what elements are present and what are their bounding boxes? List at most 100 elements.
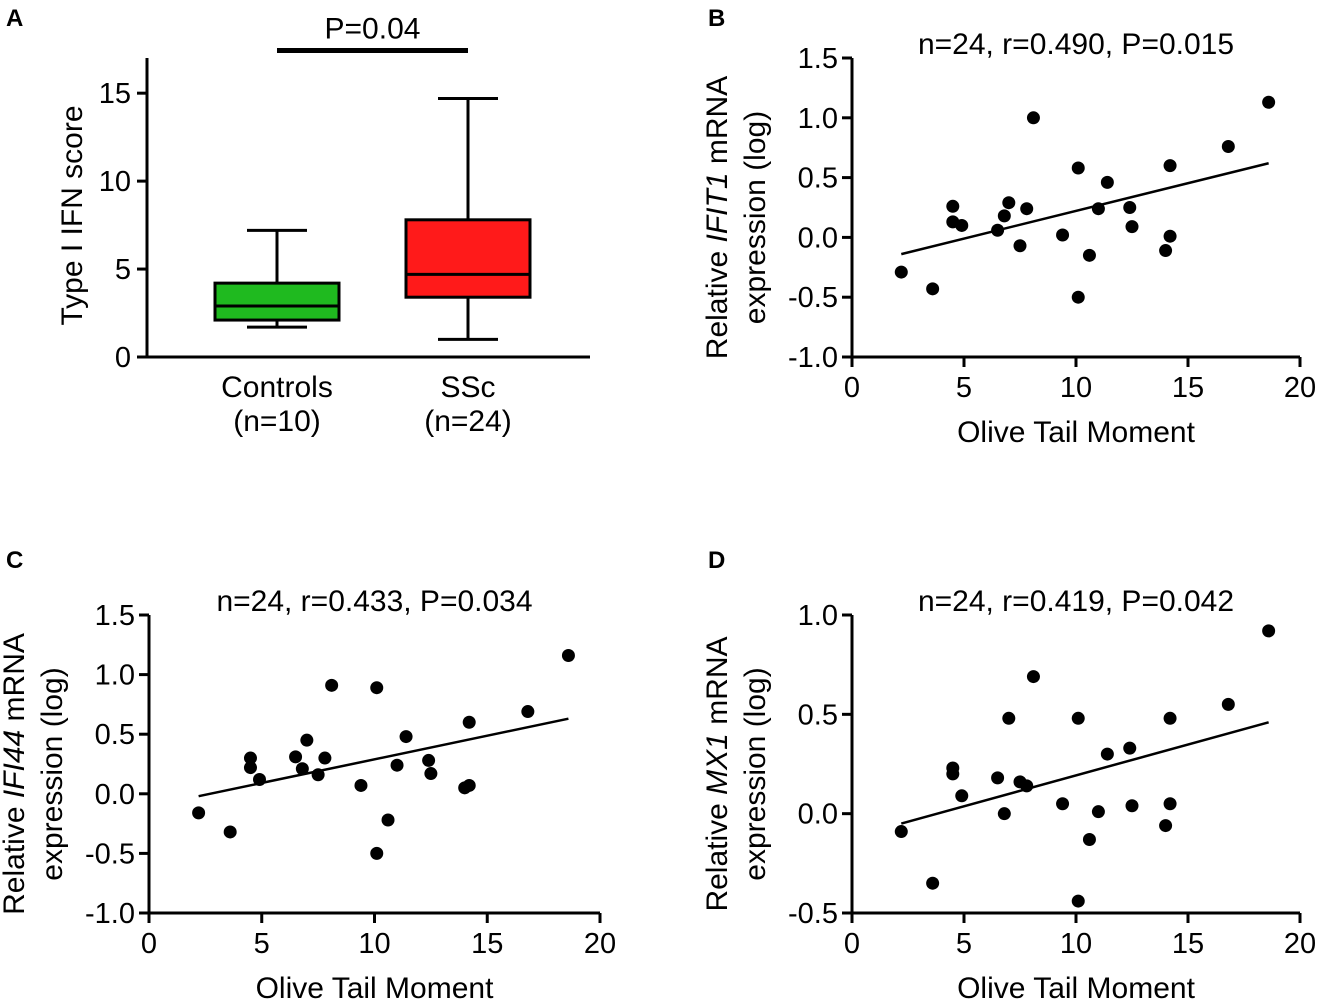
data-point (1221, 140, 1235, 154)
y-tick-label: 1.0 (95, 660, 135, 692)
y-tick-label: 1.5 (95, 600, 135, 632)
data-point (192, 806, 206, 820)
data-point (894, 825, 908, 839)
x-axis-title: Olive Tail Moment (957, 416, 1196, 449)
data-point (1020, 779, 1034, 793)
data-point (946, 767, 960, 781)
data-point (997, 209, 1011, 223)
significance-label: P=0.04 (325, 12, 421, 45)
data-point (894, 265, 908, 279)
data-point (1082, 248, 1096, 262)
data-point (390, 758, 404, 772)
data-point (1125, 799, 1139, 813)
data-point (300, 733, 314, 747)
data-point (926, 282, 940, 296)
y-tick-label: 0.5 (798, 699, 838, 731)
data-point (381, 813, 395, 827)
data-point (1026, 111, 1040, 125)
y-tick-label: 10 (99, 166, 131, 198)
panel-c-scatter-ifi44: C -1.0 -0.5 0.0 0.5 1.0 1.5 0 5 10 15 20 Olive Tail … (0, 547, 616, 999)
x-tick-label: 5 (956, 928, 972, 960)
data-point (561, 649, 575, 663)
y-tick-label: -0.5 (788, 282, 838, 314)
x-axis-title: Olive Tail Moment (957, 972, 1196, 999)
y-tick-label: 1.0 (798, 600, 838, 632)
y-tick-label: 15 (99, 78, 131, 110)
y-tick-label: -1.0 (788, 342, 838, 374)
data-point (243, 751, 257, 765)
data-point (1100, 747, 1114, 761)
panel-d-scatter-mx1: D -0.5 0.0 0.5 1.0 0 5 10 15 20 Olive Tail Moment n… (701, 547, 1316, 999)
data-point (1159, 819, 1173, 833)
panel-letter: C (6, 547, 23, 574)
data-point (1091, 805, 1105, 819)
data-point (1020, 202, 1034, 216)
data-point (252, 772, 266, 786)
data-point (424, 767, 438, 781)
y-tick-label: 0.5 (95, 719, 135, 751)
data-point (955, 789, 969, 803)
data-point (462, 778, 476, 792)
y-axis-title-line1: Relative MX1 mRNA (701, 636, 734, 911)
y-axis-title-gene: IFI44 (0, 730, 31, 798)
x-category-label: SSc (440, 371, 495, 404)
data-point (1123, 201, 1137, 214)
x-tick-label: 10 (358, 928, 390, 960)
data-point (1262, 624, 1276, 638)
panel-letter: B (708, 5, 725, 32)
panel-letter: A (6, 5, 23, 32)
x-tick-label: 20 (584, 928, 616, 960)
data-point (1262, 95, 1276, 109)
data-point (399, 730, 413, 744)
x-tick-label: 15 (1172, 372, 1204, 404)
y-axis-title: Type I IFN score (56, 105, 89, 325)
x-tick-label: 10 (1060, 372, 1092, 404)
x-category-sublabel: (n=10) (233, 405, 321, 438)
data-point (1026, 670, 1040, 684)
y-tick-label: 5 (115, 254, 131, 286)
y-tick-label: -0.5 (788, 898, 838, 930)
data-point (521, 705, 535, 719)
x-tick-label: 15 (1172, 928, 1204, 960)
x-category-label: Controls (221, 371, 333, 404)
data-point (370, 681, 384, 695)
y-axis-title-line2: expression (log) (739, 111, 772, 324)
data-point (354, 778, 368, 792)
x-category-sublabel: (n=24) (424, 405, 512, 438)
data-point (370, 846, 384, 860)
x-tick-label: 0 (844, 372, 860, 404)
x-tick-label: 10 (1060, 928, 1092, 960)
data-point (1159, 244, 1173, 258)
y-axis-title-gene: IFIT1 (701, 172, 734, 242)
data-point (991, 223, 1005, 237)
y-tick-label: 0.5 (798, 163, 838, 195)
chart-title: n=24, r=0.490, P=0.015 (918, 28, 1234, 61)
data-point (1125, 220, 1139, 234)
box-controls (213, 228, 341, 329)
panel-a-boxplot: A 0 5 10 15 Type I IFN score Controls(n=10) SSc… (6, 5, 590, 438)
x-tick-label: 15 (471, 928, 503, 960)
data-point (289, 750, 303, 764)
data-point (1163, 229, 1177, 243)
data-point (325, 678, 339, 692)
x-tick-label: 20 (1284, 372, 1316, 404)
y-tick-label: 0.0 (95, 779, 135, 811)
data-point (955, 218, 969, 232)
y-axis-title-prefix: Relative (701, 242, 734, 359)
y-tick-label: 1.0 (798, 103, 838, 135)
data-point (422, 753, 436, 767)
data-point (1071, 290, 1085, 304)
y-tick-label: 0.0 (798, 799, 838, 831)
data-point (223, 825, 237, 839)
chart-title: n=24, r=0.433, P=0.034 (216, 585, 532, 618)
data-point (991, 771, 1005, 785)
y-tick-label: -1.0 (85, 898, 135, 930)
data-point (318, 751, 332, 765)
box-iqr (404, 218, 532, 299)
data-point (1100, 175, 1114, 189)
regression-line (900, 162, 1269, 256)
panel-letter: D (708, 547, 725, 574)
data-point (311, 768, 325, 782)
data-point (1056, 797, 1070, 811)
